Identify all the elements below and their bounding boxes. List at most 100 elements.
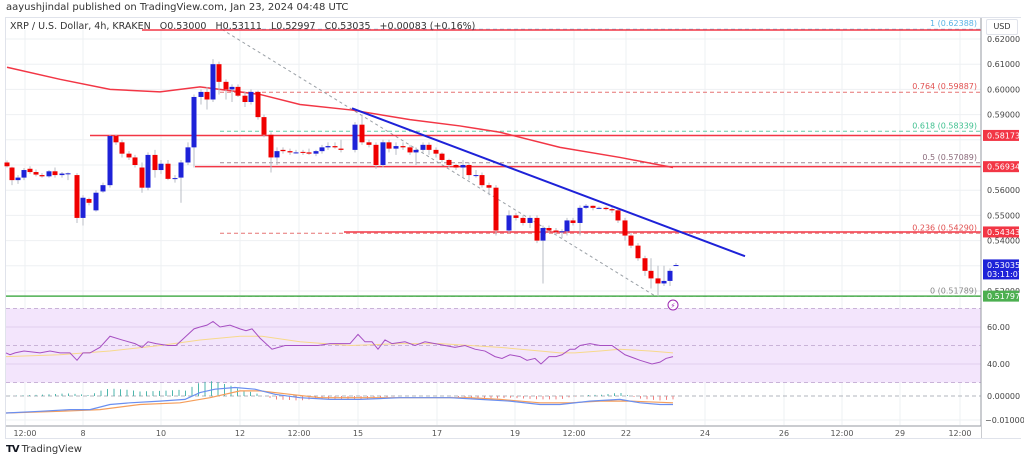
candle-body (583, 205, 589, 208)
candle-body (185, 147, 191, 163)
candle-body (261, 117, 267, 135)
candle-body (126, 153, 132, 158)
candle-body (426, 144, 432, 150)
currency-button[interactable]: USD (986, 19, 1018, 35)
candle-body (546, 228, 552, 231)
candle-body (21, 170, 27, 178)
price-label-tag (983, 226, 1019, 238)
price-tick: 0.59000 (987, 111, 1020, 120)
candle-body (479, 175, 485, 186)
candle-body (242, 95, 248, 102)
tv-brand-text: TradingView (21, 444, 82, 455)
fib-level-label: 1 (0.62388) (930, 19, 977, 28)
candle-body (635, 245, 641, 259)
fib-level-label: 0.5 (0.57089) (922, 153, 977, 162)
candle-body (52, 171, 58, 176)
candle-body (80, 197, 86, 218)
price-tick: 0.60000 (987, 85, 1020, 94)
price-label-text: 0.56934 (987, 163, 1020, 172)
price-label-tag (983, 161, 1019, 173)
candle-body (661, 280, 667, 284)
candle-body (460, 165, 466, 168)
candle-body (559, 231, 565, 233)
candle-body (86, 199, 92, 203)
candle-body (628, 235, 634, 246)
tradingview-logo[interactable]: TV TradingView (6, 444, 82, 455)
macd-tick: 0.00000 (987, 392, 1020, 401)
candle-body (9, 167, 15, 181)
symbol-legend: XRP / U.S. Dollar, 4h, KRAKEN O0.53000 H… (10, 21, 481, 32)
published-by: aayushjindal published on TradingView.co… (6, 2, 349, 13)
price-label-text: 0.51797 (987, 292, 1020, 301)
candle-body (216, 64, 222, 82)
candle-body (393, 146, 399, 149)
candle-body (400, 146, 406, 148)
macd-line (5, 386, 673, 414)
fib-level-label: 0 (0.51789) (930, 286, 977, 295)
time-tick: 15 (353, 429, 363, 438)
price-label-tag (983, 259, 1019, 280)
time-tick: 12:00 (562, 429, 585, 438)
candle-body (486, 185, 492, 188)
candle-body (107, 136, 113, 186)
candle-body (513, 215, 519, 218)
ohlc-open: O0.53000 (159, 21, 207, 32)
candle-body (590, 205, 596, 208)
candle-body (534, 217, 540, 241)
candle-body (338, 148, 344, 150)
candle-body (446, 159, 452, 165)
time-tick: 12:00 (287, 429, 310, 438)
candle-body (622, 220, 628, 236)
symbol-title: XRP / U.S. Dollar, 4h, KRAKEN (10, 21, 151, 32)
price-label-text: 0.58173 (987, 131, 1020, 140)
price-tick: 0.61000 (987, 60, 1020, 69)
lightning-circle (667, 299, 679, 311)
price-tick: 0.62000 (987, 35, 1020, 44)
candle-body (229, 86, 235, 90)
rsi-signal-line (5, 335, 674, 358)
candle-body (59, 173, 65, 176)
candle-body (274, 151, 280, 158)
candle-body (352, 124, 358, 150)
candle-body (46, 171, 52, 177)
candle-body (33, 172, 39, 175)
candle-body (4, 162, 10, 167)
lightning-event-icon[interactable]: ⚡ (667, 299, 679, 311)
fib-level-label: 0.764 (0.59887) (912, 82, 977, 91)
candle-body (235, 86, 241, 96)
candle-body (564, 220, 570, 232)
candle-body (359, 124, 365, 143)
candle-body (152, 154, 158, 171)
time-tick: 17 (432, 429, 442, 438)
candle-body (603, 207, 609, 210)
lightning-glyph: ⚡ (671, 302, 676, 310)
time-tick: 12 (235, 429, 245, 438)
time-tick: 29 (895, 429, 905, 438)
candle-body (113, 136, 119, 143)
candle-body (191, 96, 197, 148)
candle-body (300, 151, 306, 153)
candle-body (453, 165, 459, 168)
time-tick: 12:00 (948, 429, 971, 438)
candle-body (178, 162, 184, 178)
price-label-text: 0.53035 (987, 261, 1020, 270)
candle-body (667, 270, 673, 281)
candle-body (100, 185, 106, 192)
candle-body (577, 207, 583, 223)
candle-body (609, 209, 615, 211)
bearish-trend-line[interactable] (351, 107, 746, 258)
time-axis-bg (6, 426, 981, 438)
time-tick: 12:00 (13, 429, 36, 438)
time-tick: 26 (779, 429, 789, 438)
time-tick: 19 (510, 429, 520, 438)
candle-body (306, 152, 312, 154)
candle-body (280, 149, 286, 152)
candle-body (287, 151, 293, 153)
candle-body (145, 154, 151, 188)
ohlc-change: +0.00083 (+0.16%) (379, 21, 476, 32)
candle-body (139, 167, 145, 188)
fib-level-label: 0.236 (0.54290) (912, 223, 977, 232)
candle-body (27, 168, 33, 173)
ohlc-close: C0.53035 (324, 21, 371, 32)
